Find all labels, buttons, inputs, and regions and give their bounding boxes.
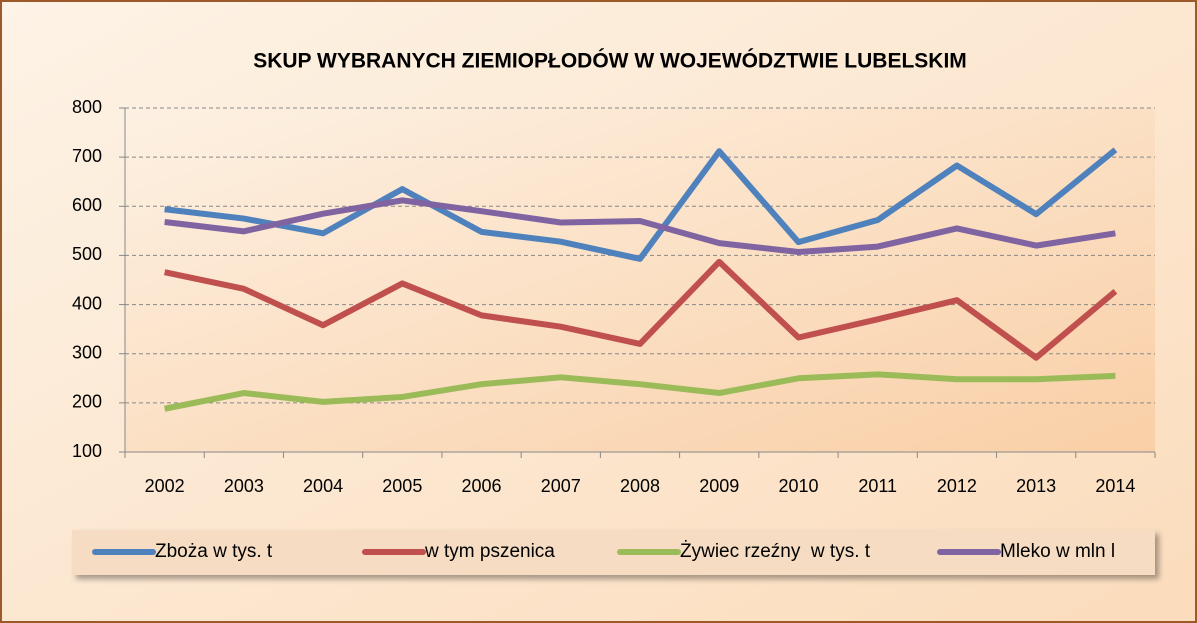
- y-tick-label: 200: [72, 392, 102, 412]
- x-tick-label: 2007: [541, 476, 581, 496]
- x-tick-label: 2006: [462, 476, 502, 496]
- legend-label: Zboża w tys. t: [155, 541, 273, 562]
- legend-label: w tym pszenica: [424, 541, 555, 562]
- x-tick-label: 2012: [937, 476, 977, 496]
- legend-label: Żywiec rzeźny w tys. t: [680, 541, 871, 562]
- plot-area: [125, 108, 1155, 452]
- x-tick-label: 2003: [224, 476, 264, 496]
- x-tick-label: 2011: [858, 476, 897, 496]
- y-tick-label: 700: [72, 146, 102, 166]
- y-tick-label: 300: [72, 342, 102, 362]
- y-tick-label: 100: [72, 441, 102, 461]
- legend-label: Mleko w mln l: [1000, 541, 1115, 562]
- y-tick-label: 600: [72, 195, 102, 215]
- x-tick-label: 2014: [1095, 476, 1135, 496]
- series-line: [164, 147, 1118, 262]
- x-tick-label: 2005: [382, 476, 422, 496]
- x-tick-label: 2013: [1016, 476, 1056, 496]
- y-tick-label: 500: [72, 244, 102, 264]
- series-line: [164, 197, 1116, 255]
- x-tick-label: 2010: [778, 476, 818, 496]
- chart-title: SKUP WYBRANYCH ZIEMIOPŁODÓW W WOJEWÓDZTW…: [253, 49, 967, 73]
- series-line: [163, 258, 1118, 361]
- y-tick-label: 400: [72, 293, 102, 313]
- x-tick-label: 2004: [303, 476, 343, 496]
- x-tick-label: 2002: [145, 476, 185, 496]
- x-tick-label: 2008: [620, 476, 660, 496]
- y-tick-label: 800: [72, 97, 102, 117]
- x-tick-label: 2009: [699, 476, 739, 496]
- series-line: [164, 371, 1116, 412]
